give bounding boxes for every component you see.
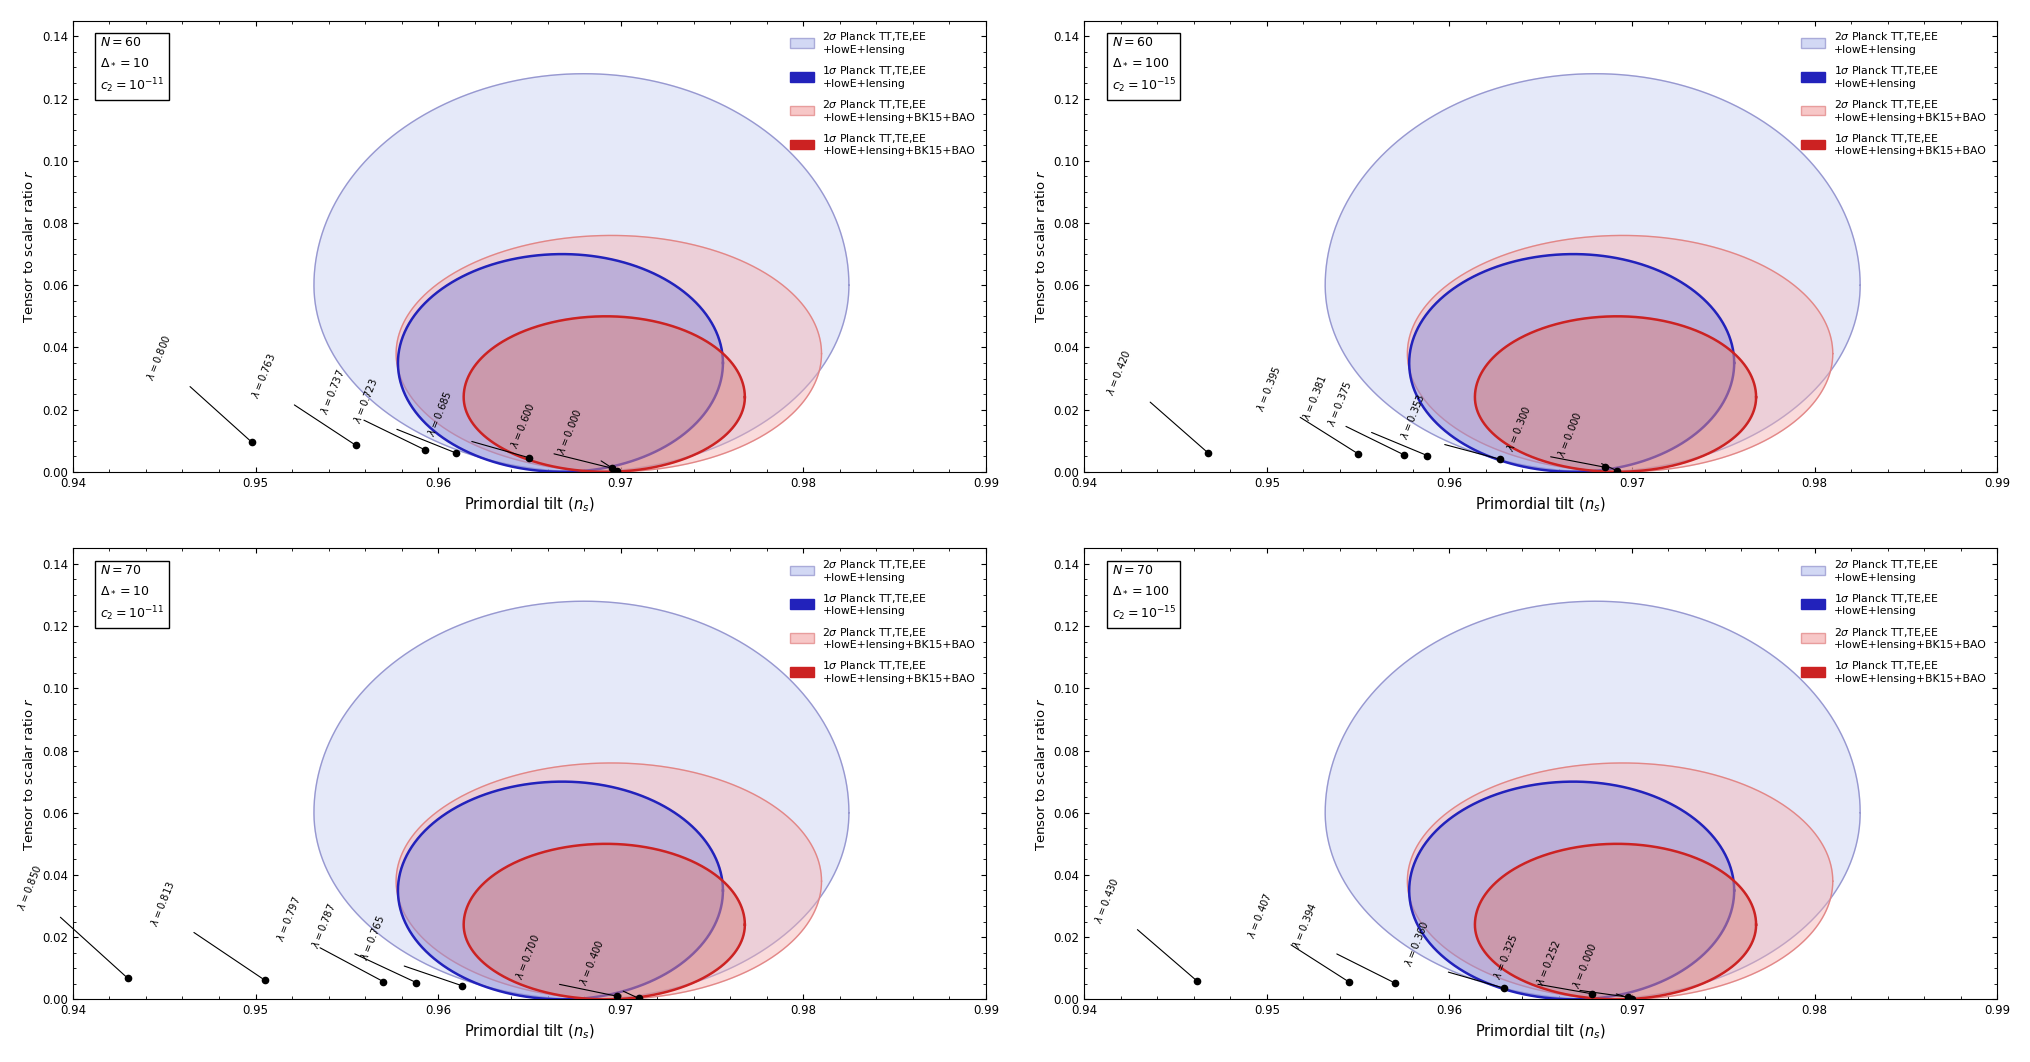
Legend: 2$\sigma$ Planck TT,TE,EE
+lowE+lensing, 1$\sigma$ Planck TT,TE,EE
+lowE+lensing: 2$\sigma$ Planck TT,TE,EE +lowE+lensing,… [786, 554, 978, 687]
Text: $N = 60$
$\Delta_* = 10$
$c_2 = 10^{-11}$: $N = 60$ $\Delta_* = 10$ $c_2 = 10^{-11}… [99, 36, 164, 96]
Text: $\lambda=0.813$: $\lambda=0.813$ [148, 878, 177, 928]
X-axis label: Primordial tilt ($n_s$): Primordial tilt ($n_s$) [1474, 1023, 1606, 1041]
Text: $\lambda=0.763$: $\lambda=0.763$ [248, 352, 278, 400]
Text: $\lambda=0.375$: $\lambda=0.375$ [1324, 379, 1354, 428]
Text: $\lambda=0.723$: $\lambda=0.723$ [351, 377, 380, 425]
Text: $\lambda=0.353$: $\lambda=0.353$ [1397, 392, 1427, 441]
Polygon shape [463, 844, 745, 999]
X-axis label: Primordial tilt ($n_s$): Primordial tilt ($n_s$) [1474, 495, 1606, 514]
Polygon shape [396, 236, 820, 472]
Text: $\lambda=0.252$: $\lambda=0.252$ [1533, 938, 1561, 987]
Text: $\lambda=0.600$: $\lambda=0.600$ [508, 400, 536, 450]
Polygon shape [463, 316, 745, 472]
Polygon shape [1324, 73, 1859, 472]
Text: $\lambda=0.400$: $\lambda=0.400$ [577, 938, 605, 987]
Polygon shape [398, 254, 723, 472]
Text: $\lambda=0.420$: $\lambda=0.420$ [1104, 347, 1133, 397]
Text: $\lambda=0.685$: $\lambda=0.685$ [424, 389, 455, 438]
Text: $\lambda=0.407$: $\lambda=0.407$ [1244, 891, 1273, 940]
Polygon shape [1474, 844, 1756, 999]
Text: $\lambda=0.381$: $\lambda=0.381$ [1299, 373, 1328, 422]
Polygon shape [1474, 316, 1756, 472]
Text: $\lambda=0.850$: $\lambda=0.850$ [14, 863, 45, 912]
Text: $N = 70$
$\Delta_* = 10$
$c_2 = 10^{-11}$: $N = 70$ $\Delta_* = 10$ $c_2 = 10^{-11}… [99, 564, 164, 623]
Text: $\lambda=0.394$: $\lambda=0.394$ [1289, 900, 1320, 949]
Legend: 2$\sigma$ Planck TT,TE,EE
+lowE+lensing, 1$\sigma$ Planck TT,TE,EE
+lowE+lensing: 2$\sigma$ Planck TT,TE,EE +lowE+lensing,… [1797, 28, 1989, 159]
Text: $\lambda=0.430$: $\lambda=0.430$ [1090, 875, 1121, 925]
Text: $\lambda=0.000$: $\lambda=0.000$ [554, 407, 585, 457]
Polygon shape [1324, 601, 1859, 999]
Y-axis label: Tensor to scalar ratio $r$: Tensor to scalar ratio $r$ [1033, 697, 1047, 851]
Polygon shape [315, 601, 849, 999]
Text: $N = 70$
$\Delta_* = 100$
$c_2 = 10^{-15}$: $N = 70$ $\Delta_* = 100$ $c_2 = 10^{-15… [1110, 564, 1175, 623]
Polygon shape [1409, 254, 1734, 472]
Text: $\lambda=0.000$: $\lambda=0.000$ [1555, 410, 1583, 460]
Text: $\lambda=0.325$: $\lambda=0.325$ [1490, 931, 1520, 980]
Polygon shape [398, 782, 723, 999]
X-axis label: Primordial tilt ($n_s$): Primordial tilt ($n_s$) [465, 1023, 595, 1041]
Legend: 2$\sigma$ Planck TT,TE,EE
+lowE+lensing, 1$\sigma$ Planck TT,TE,EE
+lowE+lensing: 2$\sigma$ Planck TT,TE,EE +lowE+lensing,… [1797, 554, 1989, 687]
Polygon shape [1407, 236, 1831, 472]
Text: $\lambda=0.300$: $\lambda=0.300$ [1504, 404, 1533, 453]
Polygon shape [1409, 782, 1734, 999]
Text: $N = 60$
$\Delta_* = 100$
$c_2 = 10^{-15}$: $N = 60$ $\Delta_* = 100$ $c_2 = 10^{-15… [1110, 36, 1175, 96]
Text: $\lambda=0.787$: $\lambda=0.787$ [309, 901, 337, 949]
Text: $\lambda=0.737$: $\lambda=0.737$ [317, 367, 347, 416]
Text: $\lambda=0.700$: $\lambda=0.700$ [514, 931, 542, 980]
Y-axis label: Tensor to scalar ratio $r$: Tensor to scalar ratio $r$ [1033, 170, 1047, 323]
Y-axis label: Tensor to scalar ratio $r$: Tensor to scalar ratio $r$ [22, 697, 37, 851]
Text: $\lambda=0.360$: $\lambda=0.360$ [1401, 919, 1431, 969]
Polygon shape [396, 763, 820, 999]
Text: $\lambda=0.765$: $\lambda=0.765$ [357, 913, 388, 962]
Legend: 2$\sigma$ Planck TT,TE,EE
+lowE+lensing, 1$\sigma$ Planck TT,TE,EE
+lowE+lensing: 2$\sigma$ Planck TT,TE,EE +lowE+lensing,… [786, 28, 978, 159]
Text: $\lambda=0.000$: $\lambda=0.000$ [1569, 941, 1598, 990]
Polygon shape [1407, 763, 1831, 999]
Text: $\lambda=0.797$: $\lambda=0.797$ [274, 894, 302, 943]
X-axis label: Primordial tilt ($n_s$): Primordial tilt ($n_s$) [465, 495, 595, 514]
Text: $\lambda=0.800$: $\lambda=0.800$ [144, 332, 173, 381]
Y-axis label: Tensor to scalar ratio $r$: Tensor to scalar ratio $r$ [22, 170, 37, 323]
Text: $\lambda=0.395$: $\lambda=0.395$ [1253, 363, 1283, 413]
Polygon shape [315, 73, 849, 472]
